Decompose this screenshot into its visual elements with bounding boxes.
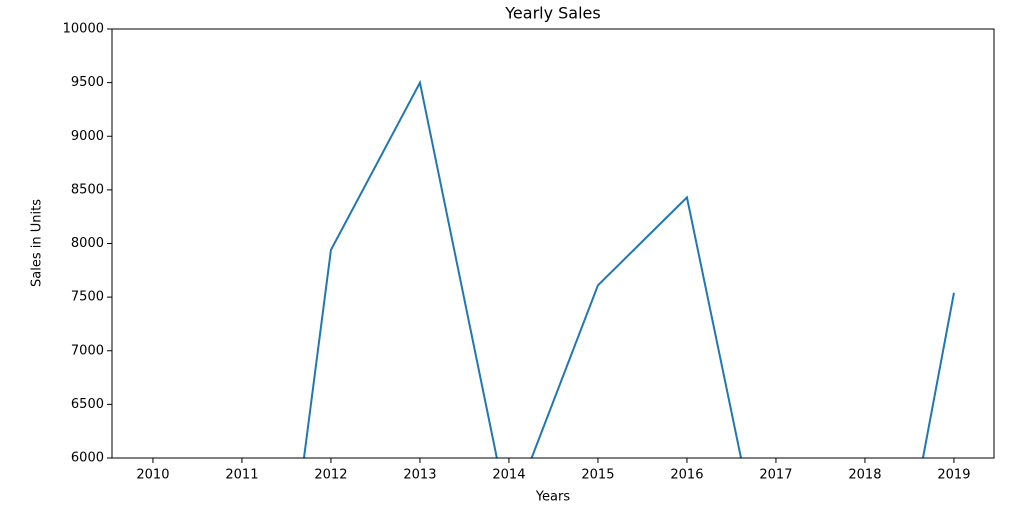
y-tick-label: 9500	[71, 75, 104, 90]
x-tick-label: 2016	[670, 468, 703, 483]
y-tick-label: 6500	[71, 397, 104, 412]
x-tick-label: 2012	[314, 468, 347, 483]
y-tick-label: 7500	[71, 290, 104, 305]
y-tick-label: 6000	[71, 451, 104, 466]
y-tick-label: 9000	[71, 129, 104, 144]
x-tick-label: 2010	[136, 468, 169, 483]
x-tick-label: 2014	[492, 468, 525, 483]
y-tick-label: 7000	[71, 343, 104, 358]
y-axis-label: Sales in Units	[30, 199, 45, 287]
x-tick-label: 2017	[759, 468, 792, 483]
plot-area	[302, 79, 955, 458]
x-tick-label: 2018	[848, 468, 881, 483]
y-tick-label: 10000	[63, 22, 104, 37]
x-tick-label: 2011	[225, 468, 258, 483]
x-axis-label: Years	[535, 490, 571, 505]
x-tick-label: 2019	[937, 468, 970, 483]
plot-frame	[111, 28, 995, 459]
x-tick-label: 2015	[581, 468, 614, 483]
y-tick-label: 8500	[71, 182, 104, 197]
x-tick-label: 2013	[403, 468, 436, 483]
chart-title: Yearly Sales	[504, 4, 600, 23]
line-series	[302, 79, 955, 458]
y-tick-label: 8000	[71, 236, 104, 251]
